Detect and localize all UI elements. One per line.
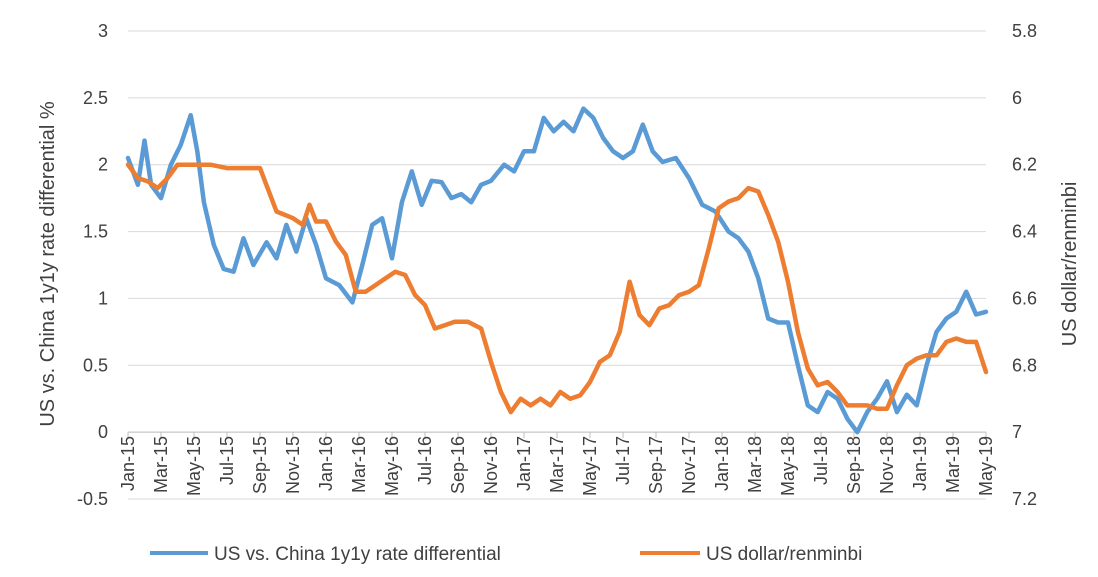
- x-tick-label: May-17: [580, 436, 600, 496]
- left-tick-label: 2.5: [83, 88, 108, 108]
- right-tick-label: 6.8: [1012, 355, 1037, 375]
- right-tick-label: 7: [1012, 422, 1022, 442]
- x-tick-label: Jul-18: [811, 436, 831, 485]
- rate-differential-line: [125, 106, 989, 435]
- x-tick-label: Jul-15: [217, 436, 237, 485]
- legend-label-rate-differential: US vs. China 1y1y rate differential: [214, 544, 501, 565]
- x-tick-label: Nov-17: [679, 436, 699, 494]
- x-tick-label: May-16: [382, 436, 402, 496]
- x-tick-label: May-19: [976, 436, 996, 496]
- left-tick-label: 2: [98, 155, 108, 175]
- x-tick-label: Sep-18: [844, 436, 864, 494]
- left-tick-label: 1: [98, 288, 108, 308]
- x-tick-label: Mar-16: [349, 436, 369, 493]
- right-tick-label: 6.4: [1012, 222, 1037, 242]
- left-tick-label: 0.5: [83, 355, 108, 375]
- x-tick-label: May-15: [184, 436, 204, 496]
- left-tick-label: 1.5: [83, 222, 108, 242]
- x-tick-label: Jan-15: [118, 436, 138, 491]
- x-tick-label: Mar-17: [547, 436, 567, 493]
- x-tick-label: Sep-17: [646, 436, 666, 494]
- x-tick-label: Sep-15: [250, 436, 270, 494]
- legend-label-usd-cny: US dollar/renminbi: [706, 544, 862, 565]
- usd-cny-line: [125, 162, 989, 415]
- x-tick-label: Jan-18: [712, 436, 732, 491]
- x-tick-label: Nov-16: [481, 436, 501, 494]
- x-tick-label: Mar-18: [745, 436, 765, 493]
- x-tick-label: Jan-17: [514, 436, 534, 491]
- left-axis-title: US vs. China 1y1y rate differential %: [37, 101, 59, 427]
- right-tick-label: 7.2: [1012, 489, 1037, 509]
- axes: [127, 431, 987, 439]
- x-tick-label: Mar-19: [943, 436, 963, 493]
- legend: US vs. China 1y1y rate differential US d…: [150, 544, 862, 565]
- series-lines: [125, 106, 989, 435]
- x-tick-label: Jan-16: [316, 436, 336, 491]
- left-tick-label: -0.5: [77, 489, 108, 509]
- x-tick-label: Mar-15: [151, 436, 171, 493]
- x-tick-label: Jul-16: [415, 436, 435, 485]
- right-tick-label: 6.2: [1012, 155, 1037, 175]
- x-tick-label: Nov-15: [283, 436, 303, 494]
- x-tick-label: Jul-17: [613, 436, 633, 485]
- right-tick-label: 6.6: [1012, 288, 1037, 308]
- right-tick-label: 6: [1012, 88, 1022, 108]
- right-axis-title: US dollar/renminbi: [1059, 182, 1081, 347]
- tick-labels: 3 2.5 2 1.5 1 0.5 0 -0.5 5.8 6 6.2 6.4 6.6 6.8 7 7.2 Jan…: [77, 21, 1037, 509]
- x-tick-label: Nov-18: [877, 436, 897, 494]
- x-tick-label: Jan-19: [910, 436, 930, 491]
- x-tick-label: May-18: [778, 436, 798, 496]
- left-tick-label: 0: [98, 422, 108, 442]
- right-tick-label: 5.8: [1012, 21, 1037, 41]
- left-tick-label: 3: [98, 21, 108, 41]
- x-tick-label: Sep-16: [448, 436, 468, 494]
